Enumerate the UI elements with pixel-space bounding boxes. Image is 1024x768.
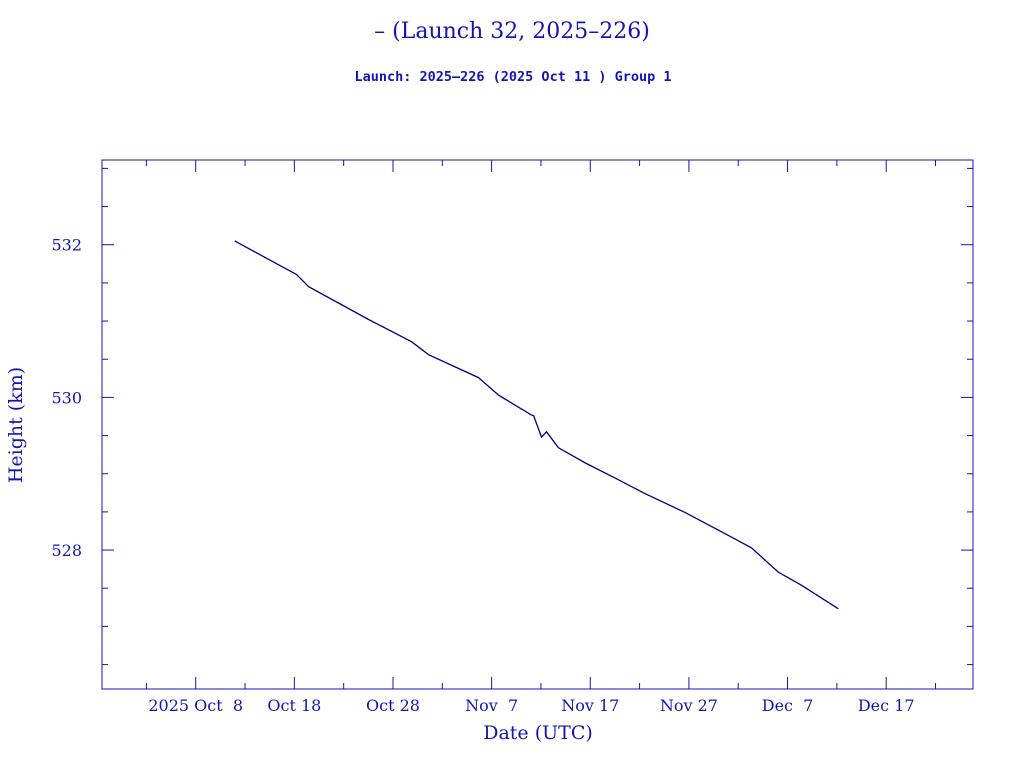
chart-title: – (Launch 32, 2025–226) — [374, 19, 650, 44]
x-tick-label: Oct 28 — [366, 696, 420, 715]
x-tick-label: Nov 7 — [465, 696, 518, 715]
x-axis-label: Date (UTC) — [483, 722, 593, 744]
y-tick-label: 528 — [51, 541, 82, 560]
x-tick-label: Nov 17 — [561, 696, 619, 715]
x-tick-label: 2025 Oct 8 — [148, 696, 243, 715]
plot-frame — [101, 159, 974, 690]
x-tick-label: Dec 17 — [858, 696, 915, 715]
chart-subtitle: Launch: 2025–226 (2025 Oct 11 ) Group 1 — [355, 69, 672, 85]
height-series-line — [234, 240, 839, 610]
x-tick-label: Dec 7 — [762, 696, 814, 715]
x-tick-label: Nov 27 — [660, 696, 718, 715]
y-axis-label: Height (km) — [5, 367, 27, 483]
y-tick-label: 532 — [51, 236, 82, 255]
y-tick-label: 530 — [51, 388, 82, 407]
x-tick-label: Oct 18 — [267, 696, 321, 715]
